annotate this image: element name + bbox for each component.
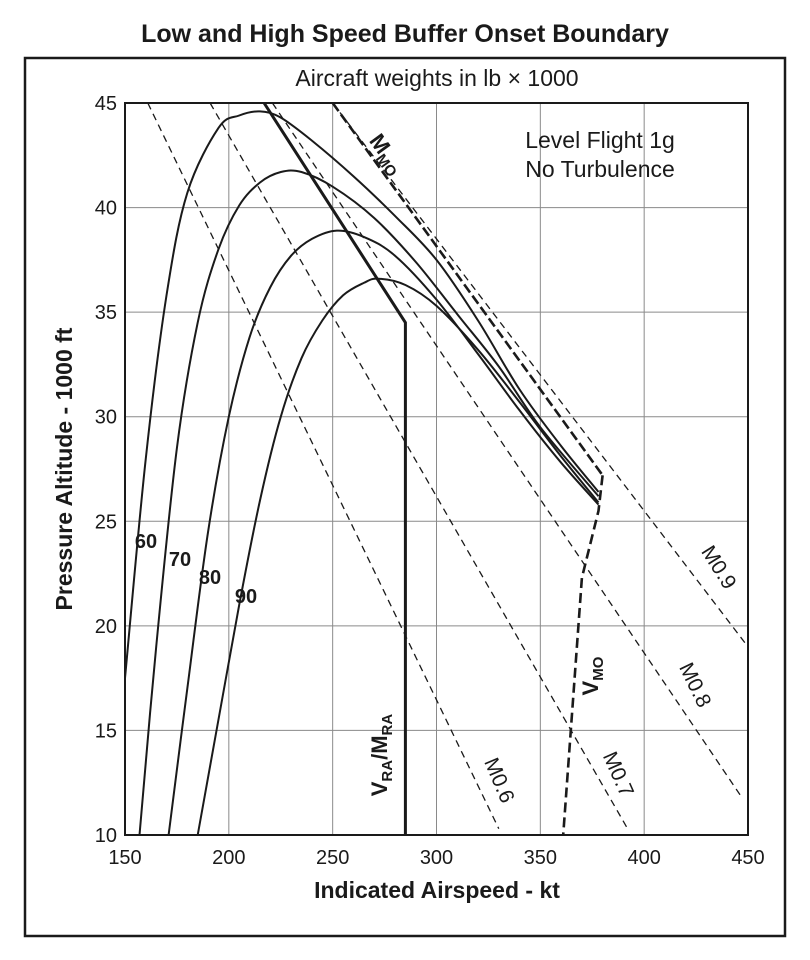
limit-lines: [262, 102, 604, 836]
x-tick-label-6: 450: [731, 847, 764, 869]
mmo-label: MMO: [361, 129, 410, 181]
y-tick-label-7: 45: [95, 93, 117, 115]
y-tick-label-5: 35: [95, 302, 117, 324]
weight-curves: [124, 110, 600, 836]
y-tick-label-3: 25: [95, 511, 117, 533]
y-axis-title: Pressure Altitude - 1000 ft: [51, 327, 77, 610]
plot-border: [124, 102, 749, 836]
mach-line-m0-9: [332, 102, 749, 648]
mach-line-m0-6: [147, 102, 500, 829]
x-tick-label-3: 300: [420, 847, 453, 869]
chart-frame: [23, 56, 787, 938]
x-axis-title: Indicated Airspeed - kt: [314, 877, 560, 903]
weight-curve-80: [167, 229, 600, 836]
mach-lines: [147, 102, 749, 830]
weight-label-70: 70: [169, 549, 191, 571]
note-line-1: Level Flight 1g: [525, 127, 675, 153]
y-tick-label-6: 40: [95, 198, 117, 220]
x-tick-label-5: 400: [627, 847, 660, 869]
mach-label-m0-9: M0.9: [696, 542, 740, 594]
vmo-label: VMO: [578, 656, 607, 695]
y-tick-label-1: 15: [95, 720, 117, 742]
weight-label-80: 80: [199, 567, 221, 589]
vra-mra-line: [262, 102, 407, 835]
vmo-line: [561, 475, 604, 836]
weight-label-60: 60: [135, 531, 157, 553]
weight-curve-90: [196, 277, 600, 836]
mach-label-m0-8: M0.8: [674, 659, 715, 711]
chart-title: Low and High Speed Buffer Onset Boundary: [141, 20, 669, 48]
mach-line-m0-7: [209, 102, 629, 830]
x-tick-label-0: 150: [108, 847, 141, 869]
mach-line-m0-8: [271, 102, 743, 798]
mach-label-m0-7: M0.7: [598, 748, 638, 800]
mmo-line: [331, 102, 604, 477]
note-line-2: No Turbulence: [525, 156, 675, 182]
weight-label-90: 90: [235, 586, 257, 608]
x-tick-label-1: 200: [212, 847, 245, 869]
weight-curve-60: [124, 110, 600, 679]
x-tick-label-4: 350: [524, 847, 557, 869]
weight-curve-70: [138, 169, 600, 836]
mach-label-m0-6: M0.6: [479, 754, 518, 806]
y-tick-label-4: 30: [95, 407, 117, 429]
tick-labels: 150 200 250 300 350 400 450 10 15 20 25 30 35 40 45: [95, 93, 765, 869]
chart-subtitle: Aircraft weights in lb × 1000: [295, 65, 578, 91]
y-tick-label-0: 10: [95, 825, 117, 847]
y-tick-label-2: 20: [95, 616, 117, 638]
vra-mra-label: VRA/MRA: [367, 714, 396, 797]
x-tick-label-2: 250: [316, 847, 349, 869]
